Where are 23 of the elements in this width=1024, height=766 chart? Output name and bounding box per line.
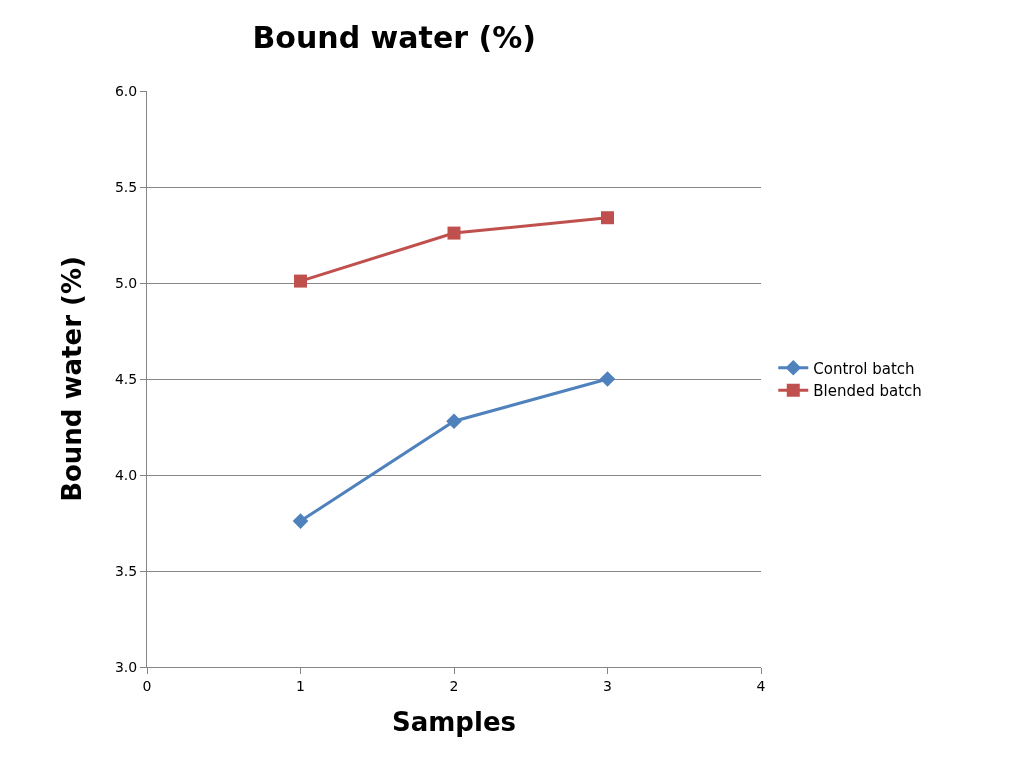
point (294, 274, 307, 288)
legend-label: Blended batch (813, 382, 922, 401)
point (601, 211, 614, 225)
x-tick-label: 1 (296, 677, 305, 694)
point (446, 413, 462, 430)
x-tick-label: 2 (449, 677, 459, 694)
y-tick-label: 5.0 (114, 274, 138, 291)
x-tick-label: 4 (756, 677, 766, 694)
y-tick-label: 3.0 (114, 658, 138, 675)
y-tick-label: 4.5 (114, 370, 138, 387)
y-tick-label: 4.0 (114, 466, 138, 483)
legend-label: Control batch (813, 359, 915, 378)
x-axis-title: Samples (392, 707, 516, 738)
y-tick-label: 6.0 (114, 82, 138, 99)
y-tick-label: 3.5 (114, 562, 138, 579)
point (292, 513, 309, 529)
y-axis-title: Bound water (%) (57, 256, 88, 502)
point (599, 371, 616, 387)
y-tick-label: 5.5 (114, 178, 138, 195)
point (447, 226, 461, 240)
x-tick-label: 0 (142, 677, 152, 694)
chart-title: Bound water (%) (252, 19, 536, 55)
x-tick-label: 3 (603, 677, 612, 694)
